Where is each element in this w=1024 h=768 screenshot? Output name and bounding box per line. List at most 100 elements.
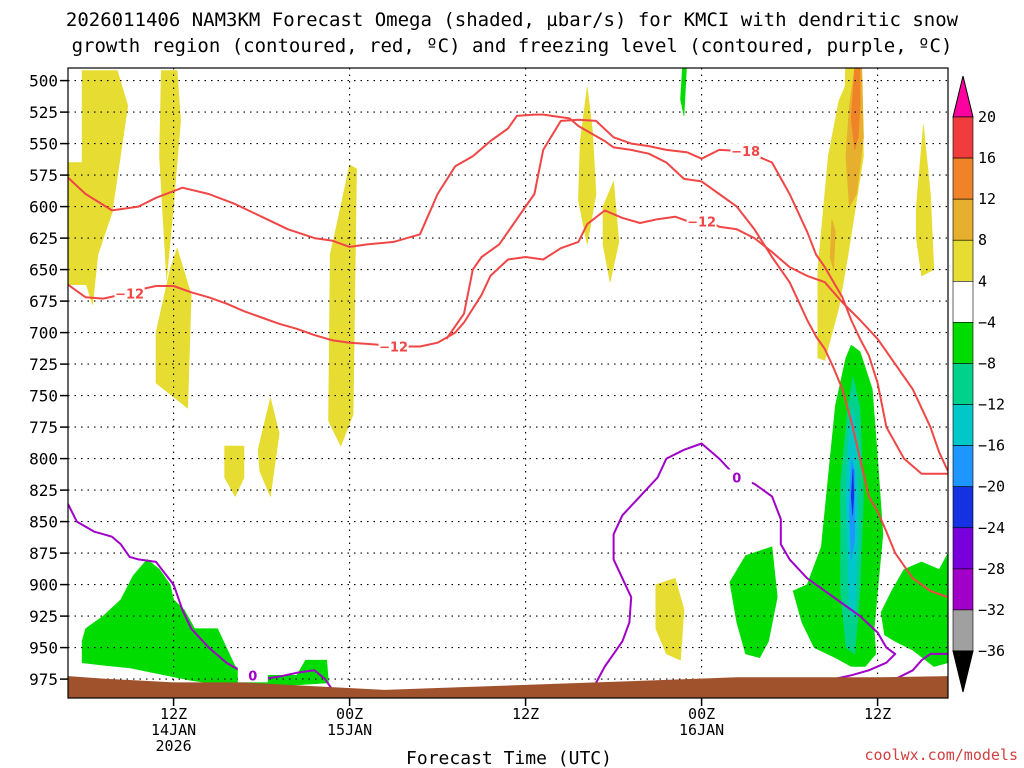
shade-yellow-plume-hour8 (81, 70, 129, 305)
shade-yellow-plume-hour35 (578, 86, 597, 245)
colorbar-bin-5 (952, 322, 974, 364)
colorbar-bin-0 (952, 116, 974, 159)
colorbar-tick-5: −4 (978, 313, 996, 331)
contour-label-dgz-left-loop-label2: −12 (379, 340, 408, 355)
y-tick-label-625: 625 (29, 229, 58, 248)
colorbar-tick-0: 20 (978, 108, 996, 126)
y-tick-label-600: 600 (29, 198, 58, 217)
contour-label-bg-freezing-level-right (721, 469, 752, 485)
colorbar-bin-3 (952, 239, 974, 282)
x-tick-label-42-2: 16JAN (679, 721, 724, 739)
colorbar-bin-4 (952, 281, 974, 323)
shade-green-low-hour54 (880, 552, 948, 667)
colorbar: 20 16 12 8 4 −4 −8 −12 −16 −20 −24 −28 −32 −36 (952, 75, 1005, 693)
colorbar-tick-4: 4 (978, 272, 987, 290)
colorbar-tick-7: −12 (978, 396, 1005, 414)
chart-title-line2: growth region (contoured, red, ºC) and f… (72, 35, 953, 57)
shade-darkblue-core-hour50 (850, 468, 855, 516)
contour-dgz-upper-plateau (445, 118, 688, 340)
x-tick-label-12-2: 14JAN (151, 721, 196, 739)
colorbar-overflow-low (952, 650, 974, 693)
colorbar-tick-1: 16 (978, 149, 996, 167)
y-tick-label-650: 650 (29, 261, 58, 280)
shade-orange-streak-hour49 (829, 219, 836, 270)
x-tick-label-12-3: 2026 (156, 737, 192, 755)
contour-dgz-left-loop (68, 209, 948, 472)
y-tick-label-925: 925 (29, 607, 58, 626)
colorbar-bin-12 (952, 609, 974, 652)
contour-label-bg-dgz-left-loop (114, 285, 145, 301)
chart-title-line1: 2026011406 NAM3KM Forecast Omega (shaded… (66, 9, 959, 31)
x-tick-label-12-1: 12Z (160, 705, 187, 723)
credit-text: coolwx.com/models (864, 746, 1018, 764)
shade-green-sliver-hour41 (680, 68, 687, 116)
y-tick-label-850: 850 (29, 513, 58, 532)
x-axis-label: Forecast Time (UTC) (406, 748, 612, 768)
contour-label-freezing-level-right: 0 (732, 472, 741, 487)
terrain-fill (68, 676, 948, 698)
colorbar-tick-10: −24 (978, 519, 1005, 537)
y-tick-label-750: 750 (29, 387, 58, 406)
colorbar-bin-11 (952, 568, 974, 611)
y-tick-label-950: 950 (29, 639, 58, 658)
x-tick-label-22-2: 15JAN (327, 721, 372, 739)
shade-yellow-plume-hour11 (159, 70, 181, 280)
plot-frame (67, 67, 949, 699)
contour-label-bg-freezing-level-left (237, 667, 268, 683)
shade-yellow-plume-hour21 (328, 164, 357, 447)
y-tick-label-500: 500 (29, 72, 58, 91)
shade-yellow-blob-hour15 (224, 445, 245, 498)
contour-label-layer: −18 −12 −12 −12 0 0 (114, 143, 761, 684)
y-tick-label-775: 775 (29, 418, 58, 437)
colorbar-bin-9 (952, 486, 974, 529)
colorbar-tick-9: −20 (978, 478, 1005, 496)
colorbar-tick-6: −8 (978, 354, 996, 372)
colorbar-tick-2: 12 (978, 190, 996, 208)
colorbar-bin-6 (952, 363, 974, 405)
colorbar-tick-12: −32 (978, 601, 1005, 619)
contour-freezing-level-right (586, 442, 897, 698)
y-tick-label-900: 900 (29, 576, 58, 595)
shade-green-low-hour43 (729, 546, 778, 659)
terrain-layer (68, 676, 948, 698)
contour-freezing-level-far-right (894, 652, 948, 680)
colorbar-tick-3: 8 (978, 231, 987, 249)
y-tick-label-525: 525 (29, 103, 58, 122)
contour-layer (68, 113, 948, 698)
pressure-gridlines (68, 68, 948, 698)
y-tick-label-550: 550 (29, 135, 58, 154)
shade-orange-peak-hour50 (850, 68, 861, 150)
y-tick-label-800: 800 (29, 450, 58, 469)
contour-label-dgz-right-label: −12 (687, 216, 716, 231)
contour-label-bg-dgz-right-label (686, 213, 717, 229)
colorbar-bin-2 (952, 198, 974, 241)
y-tick-label-725: 725 (29, 355, 58, 374)
contour-freezing-level-left (68, 503, 333, 690)
contour-label-freezing-level-left: 0 (248, 669, 257, 684)
x-tick-label-22-1: 00Z (336, 705, 363, 723)
x-tick-label-52-1: 12Z (864, 705, 891, 723)
x-tick-label-32-1: 12Z (512, 705, 539, 723)
y-tick-label-825: 825 (29, 481, 58, 500)
x-tick-label-42-1: 00Z (688, 705, 715, 723)
colorbar-tick-8: −16 (978, 437, 1005, 455)
contour-label-dgz-upper: −18 (731, 145, 760, 160)
colorbar-tick-11: −28 (978, 560, 1005, 578)
colorbar-bin-8 (952, 445, 974, 487)
contour-label-bg-dgz-upper (730, 143, 761, 159)
y-tick-label-700: 700 (29, 324, 58, 343)
y-tick-label-975: 975 (29, 670, 58, 689)
contour-dgz-lower (68, 113, 948, 599)
y-tick-label-875: 875 (29, 544, 58, 563)
colorbar-tick-13: −36 (978, 642, 1005, 660)
colorbar-bin-1 (952, 157, 974, 200)
colorbar-bin-10 (952, 527, 974, 570)
contour-label-dgz-left-loop: −12 (115, 288, 144, 303)
y-tick-label-675: 675 (29, 292, 58, 311)
shade-yellow-blob-hour17 (257, 398, 280, 498)
shade-yellow-blob-hour40 (655, 577, 685, 661)
colorbar-bin-7 (952, 404, 974, 446)
y-tick-label-575: 575 (29, 166, 58, 185)
